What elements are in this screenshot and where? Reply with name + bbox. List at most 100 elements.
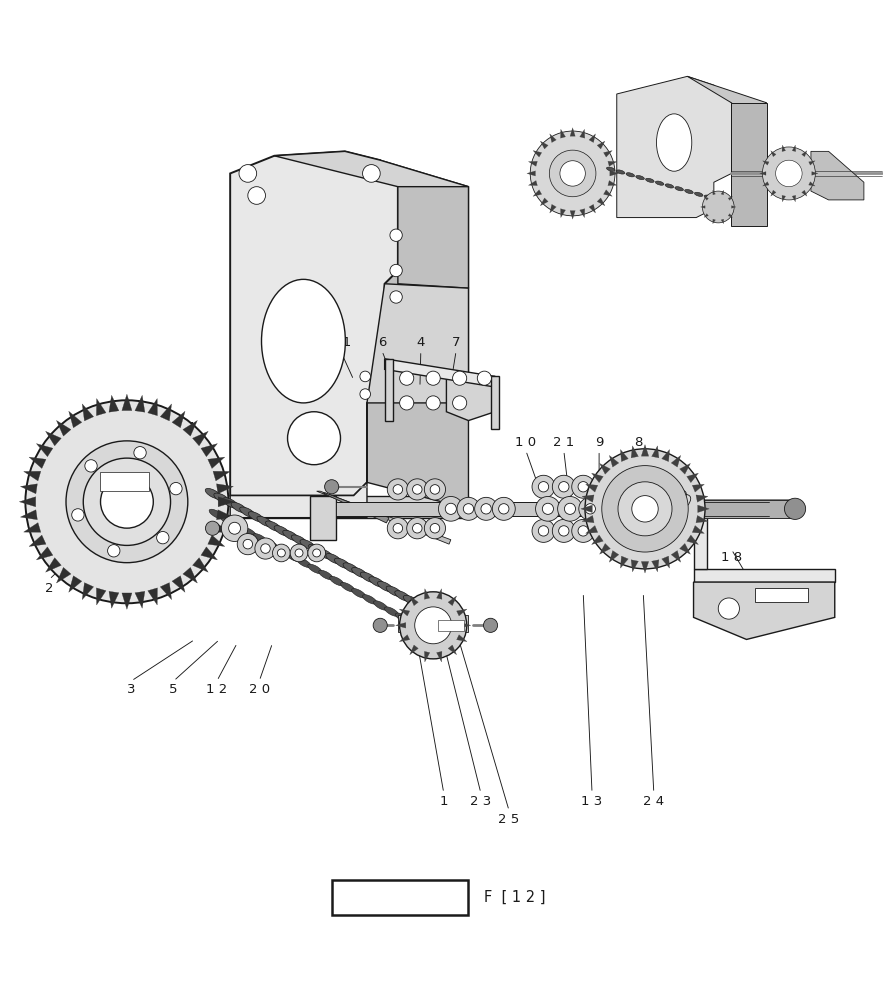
Circle shape — [261, 544, 271, 553]
Circle shape — [237, 534, 258, 555]
Polygon shape — [680, 463, 690, 474]
Polygon shape — [533, 190, 542, 196]
Polygon shape — [160, 404, 171, 421]
Polygon shape — [809, 182, 815, 186]
Ellipse shape — [655, 181, 664, 185]
Polygon shape — [550, 134, 556, 143]
Ellipse shape — [352, 589, 366, 598]
Polygon shape — [728, 214, 733, 217]
Circle shape — [543, 503, 553, 514]
Polygon shape — [662, 449, 669, 462]
Polygon shape — [713, 190, 715, 195]
Polygon shape — [213, 523, 230, 532]
Polygon shape — [457, 609, 467, 616]
Polygon shape — [148, 399, 157, 416]
Polygon shape — [274, 151, 469, 200]
Polygon shape — [396, 623, 406, 628]
Circle shape — [101, 475, 153, 528]
Ellipse shape — [439, 637, 453, 647]
Ellipse shape — [714, 198, 722, 202]
Polygon shape — [694, 569, 834, 582]
Circle shape — [239, 165, 256, 182]
Polygon shape — [802, 190, 807, 196]
Polygon shape — [96, 588, 106, 605]
Polygon shape — [135, 395, 145, 412]
Circle shape — [579, 497, 602, 520]
Ellipse shape — [361, 572, 377, 583]
Polygon shape — [82, 583, 94, 600]
Polygon shape — [446, 376, 495, 421]
Ellipse shape — [223, 498, 239, 508]
Ellipse shape — [292, 535, 308, 545]
Polygon shape — [580, 209, 585, 218]
Polygon shape — [694, 507, 707, 569]
Ellipse shape — [362, 595, 377, 604]
Polygon shape — [24, 523, 41, 532]
Circle shape — [598, 497, 621, 520]
Ellipse shape — [214, 493, 230, 504]
Polygon shape — [692, 526, 705, 533]
Ellipse shape — [334, 558, 350, 569]
Circle shape — [457, 497, 480, 520]
Polygon shape — [230, 509, 469, 518]
Circle shape — [248, 187, 265, 204]
Ellipse shape — [274, 526, 290, 536]
Circle shape — [413, 485, 422, 494]
Polygon shape — [410, 596, 418, 606]
Polygon shape — [410, 645, 418, 655]
Text: 1 4: 1 4 — [174, 421, 194, 434]
Polygon shape — [771, 190, 776, 196]
Polygon shape — [29, 535, 46, 546]
Polygon shape — [589, 204, 596, 213]
Circle shape — [499, 504, 509, 514]
Polygon shape — [193, 558, 209, 572]
Text: 6: 6 — [377, 336, 386, 349]
Polygon shape — [457, 635, 467, 642]
Circle shape — [578, 526, 589, 536]
Polygon shape — [398, 615, 469, 632]
Polygon shape — [529, 181, 537, 186]
Polygon shape — [692, 484, 705, 492]
Ellipse shape — [645, 178, 654, 182]
Ellipse shape — [283, 530, 299, 541]
Polygon shape — [570, 128, 575, 136]
Polygon shape — [385, 359, 393, 421]
Polygon shape — [599, 543, 610, 554]
Polygon shape — [217, 510, 233, 520]
Circle shape — [424, 518, 446, 539]
Polygon shape — [367, 160, 469, 509]
Circle shape — [552, 475, 575, 498]
Text: 2 0: 2 0 — [248, 683, 270, 696]
Circle shape — [618, 482, 672, 536]
Circle shape — [400, 592, 467, 659]
Text: 7: 7 — [452, 336, 461, 349]
Bar — [755, 588, 808, 602]
Ellipse shape — [695, 192, 703, 196]
Polygon shape — [448, 645, 457, 655]
Circle shape — [532, 519, 555, 542]
Circle shape — [229, 522, 240, 534]
Circle shape — [477, 371, 492, 385]
Polygon shape — [398, 187, 469, 288]
Polygon shape — [809, 161, 815, 165]
Polygon shape — [671, 551, 681, 562]
Polygon shape — [230, 482, 367, 518]
Polygon shape — [36, 444, 53, 457]
Circle shape — [255, 538, 276, 559]
Polygon shape — [697, 505, 709, 513]
Circle shape — [360, 371, 370, 382]
Polygon shape — [782, 145, 786, 152]
Polygon shape — [208, 535, 225, 546]
Circle shape — [393, 485, 402, 494]
Polygon shape — [424, 651, 430, 662]
Polygon shape — [812, 172, 818, 175]
Text: 1 7: 1 7 — [92, 421, 113, 434]
Circle shape — [156, 531, 169, 544]
Polygon shape — [448, 596, 457, 606]
Ellipse shape — [636, 175, 644, 180]
Ellipse shape — [265, 521, 281, 531]
Polygon shape — [336, 502, 768, 516]
Circle shape — [538, 482, 549, 492]
Polygon shape — [599, 463, 610, 474]
Polygon shape — [641, 562, 649, 573]
